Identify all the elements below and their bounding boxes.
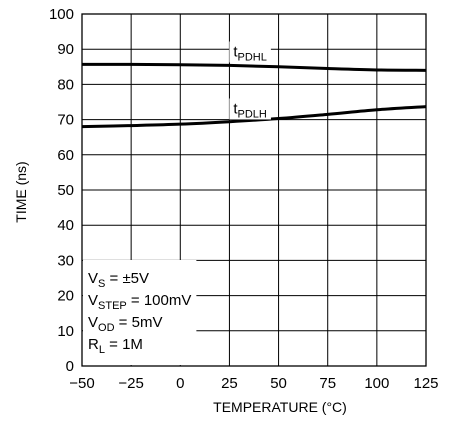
- x-tick-labels: −50 −25 0 25 50 75 100 125: [69, 375, 438, 392]
- series-line-pdhl: [81, 62, 427, 72]
- y-axis-label: TIME (ns): [13, 161, 29, 222]
- condition-subscript: L: [99, 344, 105, 356]
- series-label-main: t: [233, 44, 238, 61]
- y-tick-label: 100: [49, 6, 74, 23]
- condition-line: VSTEP = 100mV: [88, 292, 191, 312]
- x-tick-label: −50: [69, 375, 94, 392]
- series-line-pdlh: [81, 105, 427, 129]
- series-label-pdlh: tPDLH: [233, 100, 267, 120]
- series-label-main: t: [233, 100, 238, 117]
- condition-symbol: V: [88, 270, 98, 287]
- condition-subscript: S: [98, 278, 105, 290]
- plot-frame: [81, 13, 427, 367]
- y-tick-label: 50: [57, 182, 74, 199]
- y-tick-label: 90: [57, 41, 74, 58]
- y-tick-label: 70: [57, 112, 74, 129]
- series-layer: [81, 62, 427, 129]
- condition-symbol: V: [88, 314, 98, 331]
- y-tick-label: 0: [66, 358, 74, 375]
- condition-value: = 1M: [105, 336, 143, 353]
- condition-symbol: V: [88, 292, 98, 309]
- x-tick-label: 50: [270, 375, 287, 392]
- condition-subscript: STEP: [98, 300, 127, 312]
- x-axis-label: TEMPERATURE (°C): [213, 399, 347, 415]
- x-tick-label: 25: [221, 375, 238, 392]
- y-tick-label: 30: [57, 252, 74, 269]
- series-label-sub: PDLH: [238, 108, 267, 120]
- condition-value: = 5mV: [115, 314, 163, 331]
- x-tick-label: 125: [413, 375, 438, 392]
- condition-line: VOD = 5mV: [88, 314, 162, 334]
- y-tick-label: 10: [57, 323, 74, 340]
- x-tick-label: 75: [319, 375, 336, 392]
- condition-symbol: R: [88, 336, 99, 353]
- y-tick-labels: 0 10 20 30 40 50 60 70 80 90 100: [49, 6, 74, 375]
- y-tick-label: 40: [57, 217, 74, 234]
- series-label-bg: [229, 41, 271, 63]
- condition-value: = 100mV: [127, 292, 192, 309]
- condition-subscript: OD: [98, 322, 115, 334]
- y-tick-label: 60: [57, 147, 74, 164]
- x-tick-label: 0: [176, 375, 184, 392]
- x-tick-label: −25: [118, 375, 143, 392]
- series-label-sub: PDHL: [238, 52, 267, 64]
- y-tick-label: 20: [57, 288, 74, 305]
- conditions-bg: [83, 260, 197, 365]
- condition-line: VS = ±5V: [88, 270, 149, 290]
- condition-value: = ±5V: [105, 270, 149, 287]
- y-tick-label: 80: [57, 76, 74, 93]
- x-tick-label: 100: [364, 375, 389, 392]
- series-label-bg: [229, 98, 271, 120]
- condition-line: RL = 1M: [88, 336, 143, 356]
- series-label-pdhl: tPDHL: [233, 44, 267, 64]
